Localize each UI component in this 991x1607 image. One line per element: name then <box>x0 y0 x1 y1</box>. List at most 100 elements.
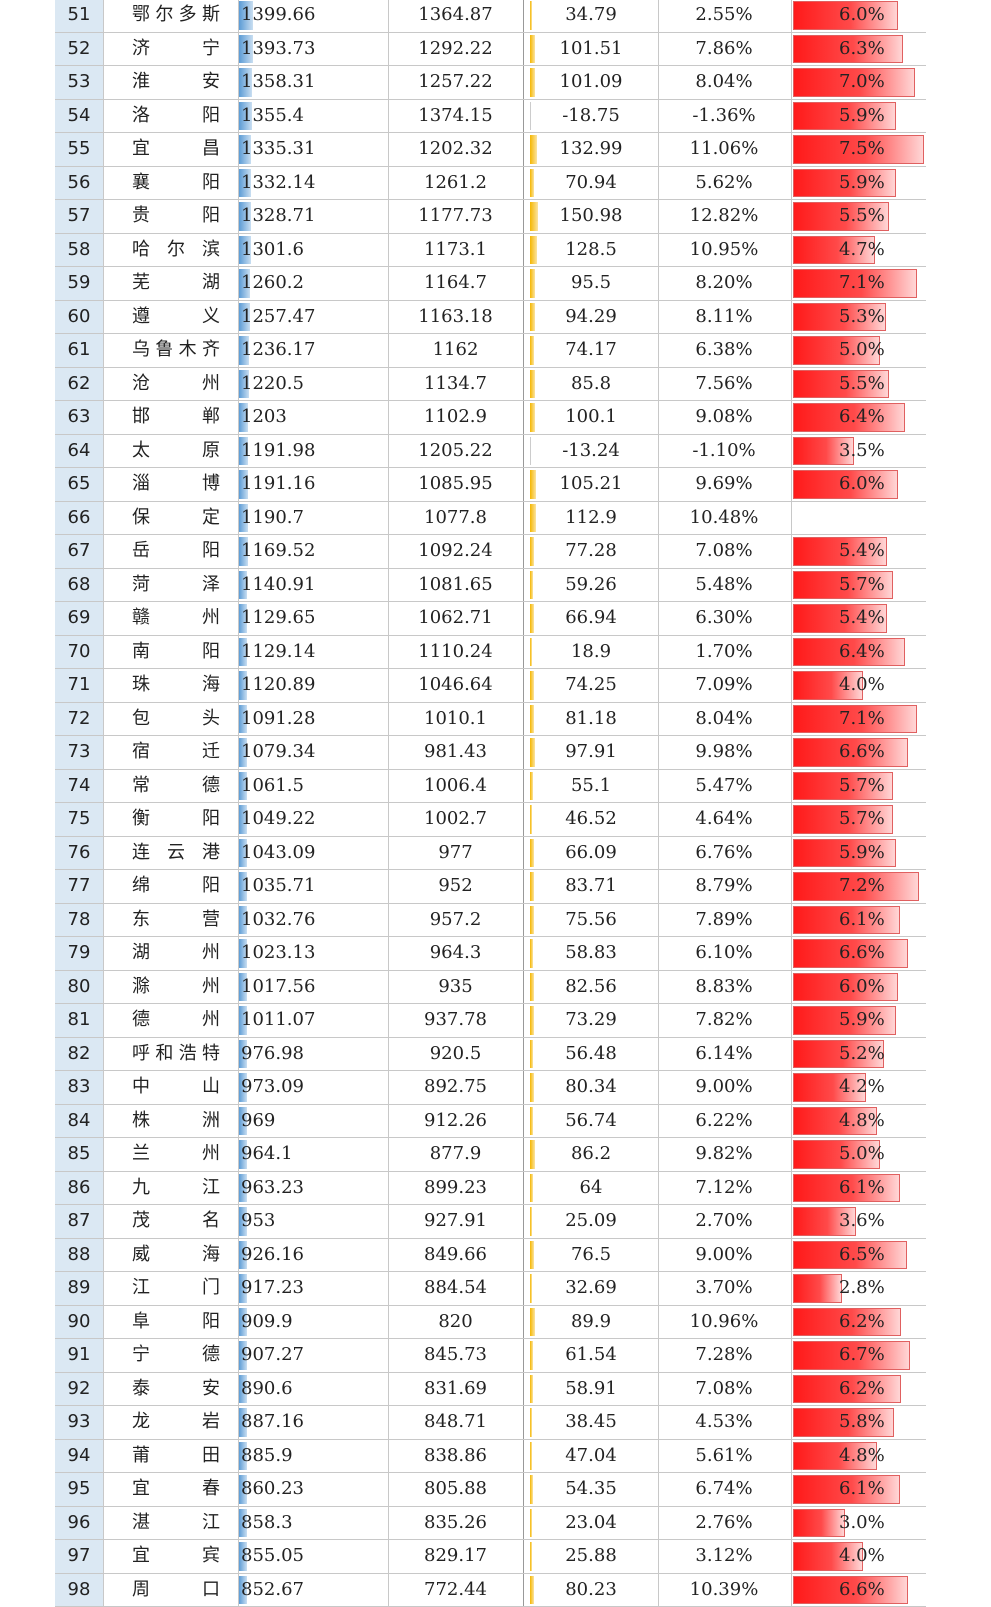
increase-cell[interactable]: 70.94 <box>523 167 659 200</box>
share-cell[interactable]: 6.6% <box>791 736 926 769</box>
increase-cell[interactable]: 74.25 <box>523 669 659 702</box>
increase-cell[interactable]: 85.8 <box>523 368 659 401</box>
growth-rate-cell[interactable]: 1.70% <box>657 636 792 669</box>
share-cell[interactable]: 4.2% <box>791 1071 926 1104</box>
prev-gdp-cell[interactable]: 1081.65 <box>388 569 524 602</box>
city-cell[interactable]: 江 门 <box>104 1272 239 1305</box>
rank-cell[interactable]: 62 <box>55 368 104 401</box>
increase-cell[interactable]: 81.18 <box>523 703 659 736</box>
increase-cell[interactable]: 25.88 <box>523 1540 659 1573</box>
prev-gdp-cell[interactable]: 892.75 <box>388 1071 524 1104</box>
share-cell[interactable]: 6.1% <box>791 1172 926 1205</box>
share-cell[interactable]: 7.1% <box>791 267 926 300</box>
increase-cell[interactable]: 56.48 <box>523 1038 659 1071</box>
gdp-cell[interactable]: 1035.71 <box>239 870 389 903</box>
share-cell[interactable]: 6.5% <box>791 1239 926 1272</box>
prev-gdp-cell[interactable]: 927.91 <box>388 1205 524 1238</box>
prev-gdp-cell[interactable]: 1364.87 <box>388 0 524 32</box>
gdp-cell[interactable]: 858.3 <box>239 1507 389 1540</box>
gdp-cell[interactable]: 1120.89 <box>239 669 389 702</box>
rank-cell[interactable]: 69 <box>55 602 104 635</box>
prev-gdp-cell[interactable]: 1261.2 <box>388 167 524 200</box>
growth-rate-cell[interactable]: 7.08% <box>657 1373 792 1406</box>
rank-cell[interactable]: 90 <box>55 1306 104 1339</box>
gdp-cell[interactable]: 1023.13 <box>239 937 389 970</box>
rank-cell[interactable]: 74 <box>55 770 104 803</box>
increase-cell[interactable]: 73.29 <box>523 1004 659 1037</box>
increase-cell[interactable]: 80.23 <box>523 1574 659 1607</box>
gdp-cell[interactable]: 1260.2 <box>239 267 389 300</box>
prev-gdp-cell[interactable]: 1092.24 <box>388 535 524 568</box>
prev-gdp-cell[interactable]: 820 <box>388 1306 524 1339</box>
prev-gdp-cell[interactable]: 912.26 <box>388 1105 524 1138</box>
city-cell[interactable]: 宜 春 <box>104 1473 239 1506</box>
rank-cell[interactable]: 86 <box>55 1172 104 1205</box>
share-cell[interactable]: 5.9% <box>791 1004 926 1037</box>
rank-cell[interactable]: 79 <box>55 937 104 970</box>
gdp-cell[interactable]: 1328.71 <box>239 200 389 233</box>
city-cell[interactable]: 株 洲 <box>104 1105 239 1138</box>
gdp-cell[interactable]: 909.9 <box>239 1306 389 1339</box>
gdp-cell[interactable]: 887.16 <box>239 1406 389 1439</box>
city-cell[interactable]: 乌鲁木齐 <box>104 334 239 367</box>
growth-rate-cell[interactable]: 2.70% <box>657 1205 792 1238</box>
gdp-cell[interactable]: 1191.16 <box>239 468 389 501</box>
increase-cell[interactable]: 34.79 <box>523 0 659 32</box>
rank-cell[interactable]: 94 <box>55 1440 104 1473</box>
city-cell[interactable]: 泰 安 <box>104 1373 239 1406</box>
gdp-cell[interactable]: 1017.56 <box>239 971 389 1004</box>
rank-cell[interactable]: 76 <box>55 837 104 870</box>
share-cell[interactable]: 5.7% <box>791 803 926 836</box>
share-cell[interactable]: 6.0% <box>791 0 926 32</box>
share-cell[interactable] <box>791 502 926 535</box>
share-cell[interactable]: 7.5% <box>791 133 926 166</box>
share-cell[interactable]: 5.0% <box>791 334 926 367</box>
city-cell[interactable]: 呼和浩特 <box>104 1038 239 1071</box>
rank-cell[interactable]: 93 <box>55 1406 104 1439</box>
rank-cell[interactable]: 57 <box>55 200 104 233</box>
growth-rate-cell[interactable]: 11.06% <box>657 133 792 166</box>
city-cell[interactable]: 宁 德 <box>104 1339 239 1372</box>
rank-cell[interactable]: 67 <box>55 535 104 568</box>
gdp-cell[interactable]: 907.27 <box>239 1339 389 1372</box>
gdp-cell[interactable]: 1358.31 <box>239 66 389 99</box>
growth-rate-cell[interactable]: 7.09% <box>657 669 792 702</box>
growth-rate-cell[interactable]: 2.76% <box>657 1507 792 1540</box>
increase-cell[interactable]: 150.98 <box>523 200 659 233</box>
increase-cell[interactable]: 58.91 <box>523 1373 659 1406</box>
gdp-cell[interactable]: 964.1 <box>239 1138 389 1171</box>
city-cell[interactable]: 德 州 <box>104 1004 239 1037</box>
increase-cell[interactable]: 132.99 <box>523 133 659 166</box>
prev-gdp-cell[interactable]: 1257.22 <box>388 66 524 99</box>
share-cell[interactable]: 6.0% <box>791 971 926 1004</box>
gdp-cell[interactable]: 1257.47 <box>239 301 389 334</box>
prev-gdp-cell[interactable]: 1002.7 <box>388 803 524 836</box>
increase-cell[interactable]: 80.34 <box>523 1071 659 1104</box>
prev-gdp-cell[interactable]: 1085.95 <box>388 468 524 501</box>
growth-rate-cell[interactable]: 6.22% <box>657 1105 792 1138</box>
city-cell[interactable]: 珠 海 <box>104 669 239 702</box>
rank-cell[interactable]: 71 <box>55 669 104 702</box>
city-cell[interactable]: 襄 阳 <box>104 167 239 200</box>
growth-rate-cell[interactable]: 6.38% <box>657 334 792 367</box>
city-cell[interactable]: 菏 泽 <box>104 569 239 602</box>
gdp-cell[interactable]: 1191.98 <box>239 435 389 468</box>
share-cell[interactable]: 5.9% <box>791 100 926 133</box>
city-cell[interactable]: 济 宁 <box>104 33 239 66</box>
prev-gdp-cell[interactable]: 1205.22 <box>388 435 524 468</box>
gdp-cell[interactable]: 855.05 <box>239 1540 389 1573</box>
